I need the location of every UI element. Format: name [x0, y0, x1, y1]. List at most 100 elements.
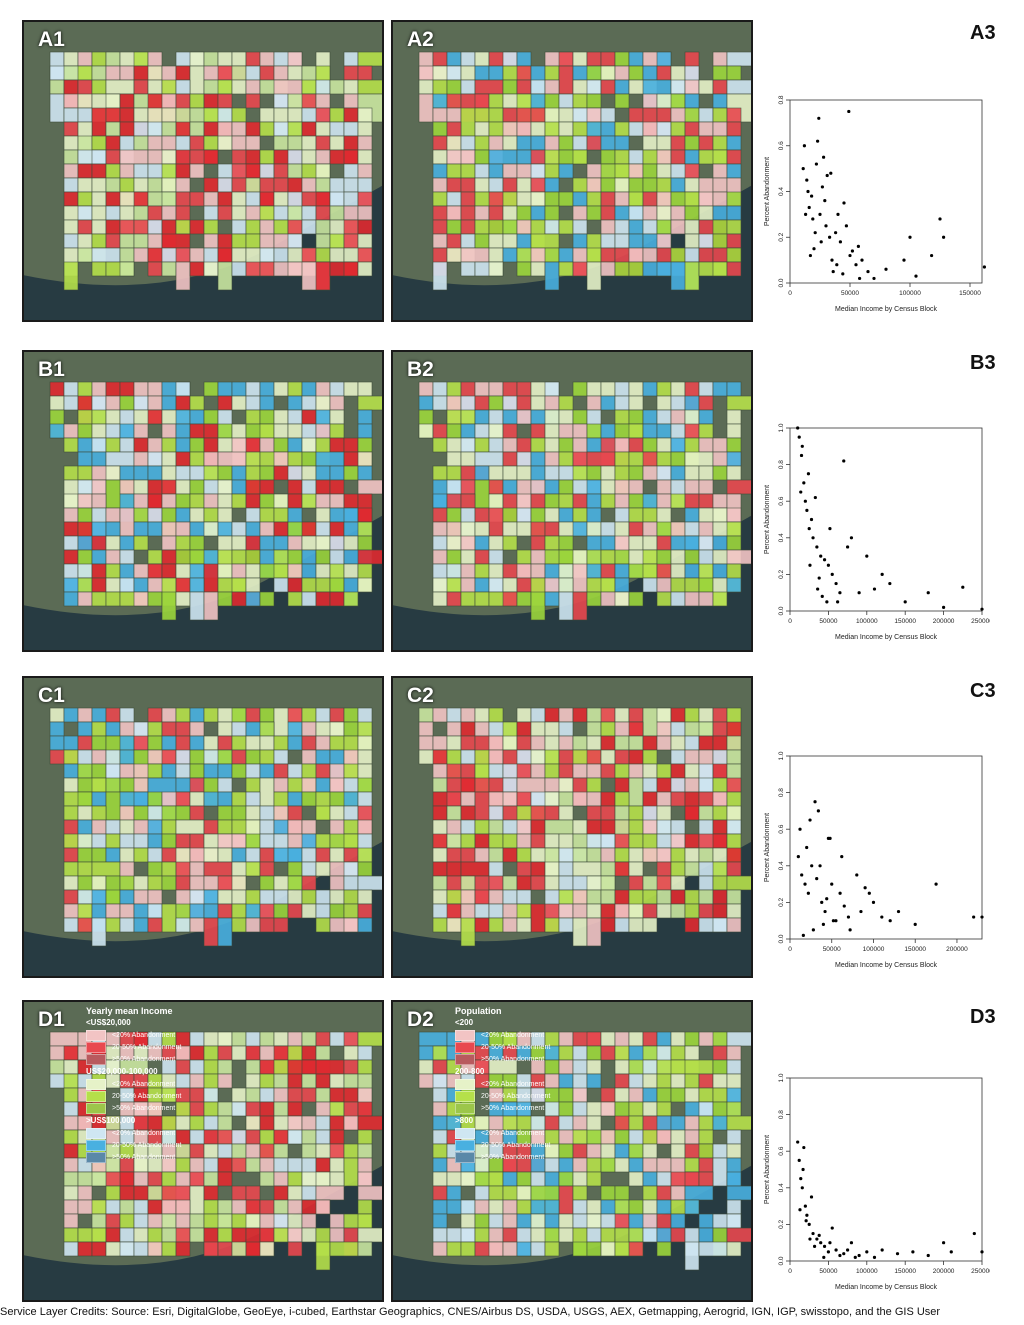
- census-block: [698, 233, 714, 249]
- scatter-point: [821, 922, 825, 926]
- census-block: [287, 819, 303, 835]
- census-block: [572, 135, 588, 151]
- map-mosaic: [24, 1002, 382, 1300]
- census-block: [315, 1045, 331, 1061]
- scatter-point: [949, 1250, 953, 1254]
- census-block: [329, 707, 345, 723]
- census-block: [189, 1115, 205, 1131]
- census-block: [572, 763, 588, 779]
- census-block: [357, 1115, 382, 1131]
- census-block: [357, 1059, 373, 1075]
- census-block: [698, 707, 714, 723]
- legend-item-label: <20% Abandonment: [112, 1031, 176, 1039]
- census-block: [287, 861, 303, 877]
- census-block: [133, 423, 149, 439]
- census-block: [684, 205, 700, 221]
- census-block: [698, 889, 714, 905]
- census-block: [315, 847, 331, 863]
- census-block: [488, 177, 504, 193]
- census-block: [77, 423, 93, 439]
- census-block: [712, 861, 728, 877]
- census-block: [600, 247, 616, 263]
- census-block: [147, 135, 163, 151]
- census-block: [273, 1129, 289, 1145]
- census-block: [77, 219, 93, 235]
- census-block: [259, 51, 275, 67]
- census-block: [63, 833, 79, 849]
- census-block: [726, 847, 742, 863]
- scatter-point: [972, 915, 976, 919]
- census-block: [684, 1115, 700, 1131]
- census-block: [474, 707, 490, 723]
- census-block: [105, 233, 121, 249]
- scatter-point: [855, 873, 859, 877]
- census-block: [530, 261, 546, 277]
- census-block: [460, 591, 476, 607]
- census-block: [273, 451, 289, 467]
- census-block: [147, 521, 163, 537]
- census-block: [133, 479, 149, 495]
- census-block: [544, 381, 560, 397]
- census-block: [726, 1185, 751, 1201]
- scatter-point: [825, 173, 829, 178]
- census-block: [488, 707, 504, 723]
- map-mosaic: [393, 1002, 751, 1300]
- census-block: [642, 1227, 658, 1243]
- census-block: [133, 121, 149, 137]
- census-block: [203, 763, 219, 779]
- scatter-point: [812, 1244, 817, 1248]
- census-block: [105, 1199, 121, 1215]
- census-block: [273, 577, 289, 593]
- census-block: [63, 591, 79, 607]
- census-block: [502, 233, 518, 249]
- census-block: [189, 191, 205, 207]
- census-block: [217, 51, 233, 67]
- census-block: [628, 163, 644, 179]
- census-block: [712, 51, 728, 67]
- census-block: [600, 149, 616, 165]
- census-block: [161, 479, 177, 495]
- census-block: [558, 135, 574, 151]
- legend-item: 20-50% Abandonment: [86, 1090, 181, 1102]
- census-block: [63, 1115, 79, 1131]
- census-block: [357, 451, 373, 467]
- census-block: [628, 749, 644, 765]
- census-block: [273, 163, 289, 179]
- census-block: [301, 493, 317, 509]
- census-block: [726, 1227, 751, 1243]
- census-block: [245, 409, 261, 425]
- census-block: [189, 261, 205, 277]
- census-block: [203, 707, 219, 723]
- census-block: [133, 577, 149, 593]
- census-block: [287, 763, 303, 779]
- census-block: [642, 1031, 658, 1047]
- y-tick-label: 0.8: [778, 788, 785, 797]
- scatter-point: [980, 915, 984, 919]
- census-block: [530, 1213, 546, 1229]
- legend-item: <20% Abandonment: [455, 1127, 550, 1139]
- census-block: [432, 107, 448, 123]
- census-block: [712, 875, 728, 891]
- census-block: [49, 423, 65, 439]
- census-block: [460, 917, 476, 947]
- scatter-point: [817, 576, 821, 580]
- x-tick-label: 0: [788, 946, 792, 953]
- census-block: [175, 591, 191, 607]
- scatter-point: [834, 231, 838, 235]
- census-block: [133, 177, 149, 193]
- census-block: [147, 1171, 163, 1187]
- census-block: [287, 577, 303, 593]
- census-block: [301, 791, 317, 807]
- census-block: [343, 889, 359, 905]
- census-block: [544, 577, 560, 593]
- census-block: [600, 1157, 616, 1173]
- census-block: [586, 1241, 602, 1257]
- census-block: [460, 51, 476, 67]
- census-block: [698, 875, 714, 891]
- census-block: [656, 1241, 672, 1257]
- census-block: [119, 65, 135, 81]
- legend-item-label: >50% Abandonment: [112, 1153, 176, 1161]
- census-block: [231, 1031, 247, 1047]
- census-block: [544, 219, 560, 235]
